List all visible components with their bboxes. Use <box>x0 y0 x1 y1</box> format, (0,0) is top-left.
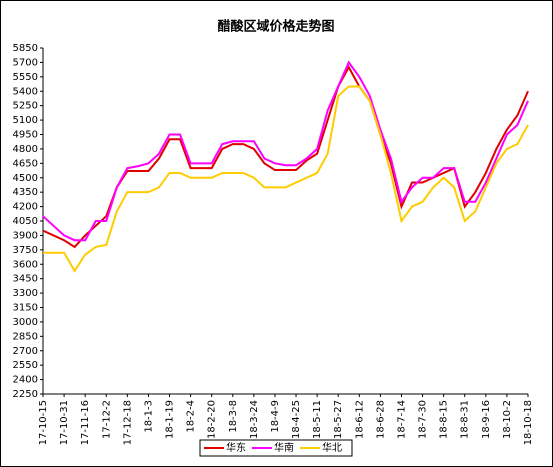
x-tick-label: 18-5-11 <box>312 400 323 439</box>
x-tick-label: 17-12-18 <box>122 400 133 445</box>
legend-label: 华东 <box>226 441 246 454</box>
y-tick-label: 3600 <box>13 259 38 270</box>
x-tick-label: 18-2-20 <box>207 400 218 439</box>
y-tick-label: 2700 <box>13 346 38 357</box>
y-tick-label: 4050 <box>13 216 38 227</box>
y-tick-label: 4650 <box>13 158 38 169</box>
chart-title: 醋酸区域价格走势图 <box>217 19 334 35</box>
x-tick-label: 18-4-25 <box>291 400 302 439</box>
x-tick-label: 17-10-31 <box>59 400 70 445</box>
y-tick-label: 3450 <box>13 274 38 285</box>
y-tick-label: 5100 <box>13 115 38 126</box>
x-tick-label: 17-12-2 <box>101 400 112 439</box>
x-tick-label: 18-2-4 <box>186 400 197 433</box>
x-tick-label: 18-6-12 <box>354 400 365 439</box>
x-tick-label: 18-8-15 <box>439 400 450 439</box>
y-tick-label: 3300 <box>13 288 38 299</box>
x-tick-label: 17-10-15 <box>38 400 49 445</box>
y-tick-label: 5250 <box>13 101 38 112</box>
y-tick-label: 4500 <box>13 173 38 184</box>
x-tick-label: 18-7-30 <box>418 400 429 439</box>
x-tick-label: 18-10-18 <box>523 400 534 445</box>
y-tick-label: 2250 <box>13 389 38 400</box>
y-tick-label: 4350 <box>13 187 38 198</box>
x-tick-label: 18-3-8 <box>228 400 239 433</box>
y-tick-label: 3000 <box>13 317 38 328</box>
x-tick-label: 18-9-16 <box>481 400 492 439</box>
x-tick-label: 18-4-9 <box>270 400 281 433</box>
y-tick-label: 5400 <box>13 86 38 97</box>
y-tick-label: 2400 <box>13 375 38 386</box>
series-line <box>43 85 529 273</box>
series-line <box>42 60 529 242</box>
x-tick-label: 18-6-28 <box>375 400 386 439</box>
y-tick-label: 5700 <box>13 57 38 68</box>
y-tick-label: 4800 <box>13 144 38 155</box>
x-tick-label: 17-11-16 <box>80 400 91 445</box>
legend-label: 华南 <box>274 441 294 454</box>
x-tick-label: 18-3-24 <box>249 400 260 439</box>
y-tick-label: 2850 <box>13 331 38 342</box>
y-tick-label: 3150 <box>13 303 38 314</box>
x-tick-label: 18-1-3 <box>143 400 154 433</box>
y-tick-label: 5550 <box>13 72 38 83</box>
x-tick-label: 18-10-2 <box>502 400 513 439</box>
y-tick-label: 3750 <box>13 245 38 256</box>
legend-box <box>199 439 353 457</box>
y-tick-label: 3900 <box>13 230 38 241</box>
x-tick-label: 18-1-19 <box>165 400 176 439</box>
x-tick-label: 18-8-31 <box>460 400 471 439</box>
y-tick-label: 4950 <box>13 130 38 141</box>
legend-label: 华北 <box>322 441 342 454</box>
y-tick-label: 5850 <box>13 43 38 54</box>
x-tick-label: 18-5-27 <box>333 400 344 439</box>
y-tick-label: 2550 <box>13 360 38 371</box>
y-tick-label: 4200 <box>13 202 38 213</box>
x-tick-label: 18-7-14 <box>396 400 407 439</box>
